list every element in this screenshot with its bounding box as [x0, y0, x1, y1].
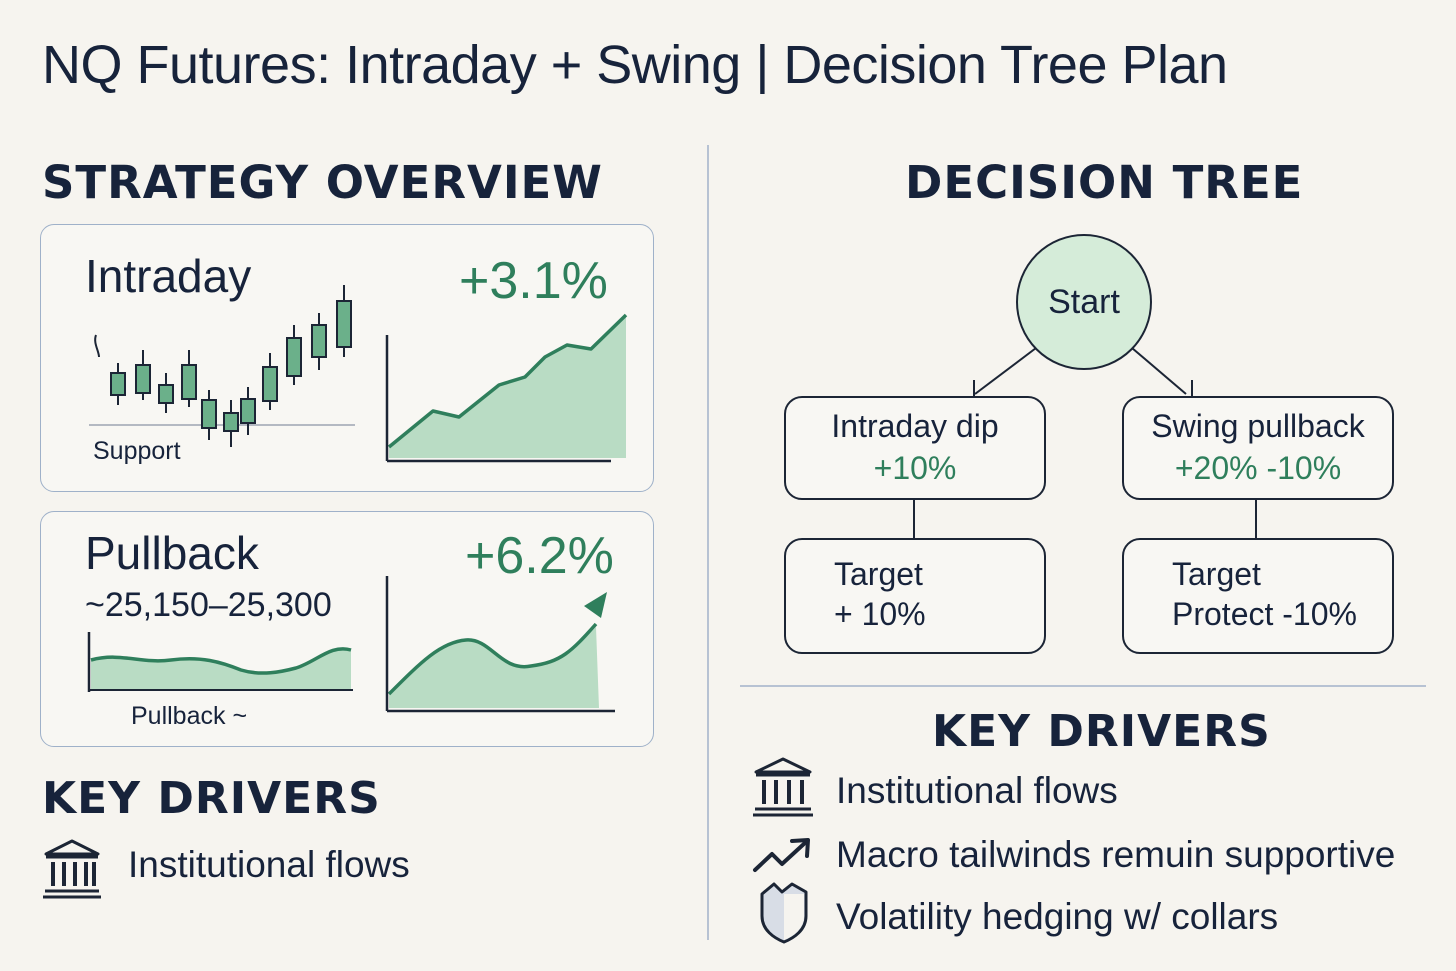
bank-icon — [43, 839, 101, 899]
swing-target-line1: Target — [1172, 556, 1261, 592]
bank-icon — [753, 757, 813, 817]
left-driver-item: Institutional flows — [42, 838, 642, 899]
intraday-dip-value: +10% — [873, 450, 957, 486]
pullback-area-chart — [385, 576, 615, 713]
intraday-dip-label: Intraday dip — [831, 408, 999, 444]
intraday-target-line1: Target — [834, 556, 923, 592]
right-key-drivers-heading: KEY DRIVERS — [932, 706, 1271, 757]
right-divider — [740, 685, 1426, 687]
tree-leaf-intraday-target: Target + 10% — [784, 538, 1046, 654]
pullback-label: Pullback ~ — [131, 702, 248, 730]
right-driver-item: Macro tailwinds remuin supportive — [752, 824, 1432, 884]
pullback-change: +6.2% — [465, 527, 614, 585]
support-label: Support — [93, 437, 181, 465]
right-driver-text: Volatility hedging w/ collars — [836, 896, 1279, 937]
intraday-card-title: Intraday — [85, 250, 252, 302]
tree-leaf-swing-target: Target Protect -10% — [1122, 538, 1394, 654]
right-driver-text: Institutional flows — [836, 770, 1118, 811]
intraday-area-chart — [385, 313, 628, 463]
swing-pullback-value: +20% -10% — [1174, 450, 1342, 486]
right-driver-item: Institutional flows — [752, 756, 1432, 817]
intraday-target-line2: + 10% — [834, 596, 926, 632]
pullback-charts — [87, 576, 615, 713]
strategy-overview-heading: STRATEGY OVERVIEW — [42, 156, 603, 209]
right-driver-text: Macro tailwinds remuin supportive — [836, 834, 1396, 875]
tree-node-swing-pullback: Swing pullback +20% -10% — [1122, 396, 1394, 500]
right-driver-item: Volatility hedging w/ collars — [752, 880, 1432, 950]
left-driver-text: Institutional flows — [128, 844, 410, 885]
intraday-candlestick-chart — [89, 285, 628, 463]
swing-target-line2: Protect -10% — [1172, 596, 1357, 632]
intraday-card: Intraday +3.1% Support — [40, 224, 654, 492]
shield-icon — [760, 882, 808, 944]
intraday-change: +3.1% — [459, 252, 608, 310]
pullback-card-title: Pullback — [85, 527, 259, 579]
pullback-card: Pullback ~25,150–25,300 +6.2% Pullback ~ — [40, 511, 654, 747]
tree-node-intraday-dip: Intraday dip +10% — [784, 396, 1046, 500]
column-divider — [707, 145, 709, 940]
page-title: NQ Futures: Intraday + Swing | Decision … — [42, 35, 1228, 95]
pullback-range-chart — [87, 632, 353, 692]
decision-tree-heading: DECISION TREE — [905, 156, 1304, 209]
left-key-drivers-heading: KEY DRIVERS — [42, 773, 381, 824]
trend-up-icon — [753, 838, 810, 872]
swing-pullback-label: Swing pullback — [1151, 408, 1365, 444]
tree-root-label: Start — [1048, 282, 1120, 321]
candles — [94, 285, 352, 447]
pullback-range: ~25,150–25,300 — [85, 586, 332, 624]
tree-root-node: Start — [1016, 234, 1152, 370]
